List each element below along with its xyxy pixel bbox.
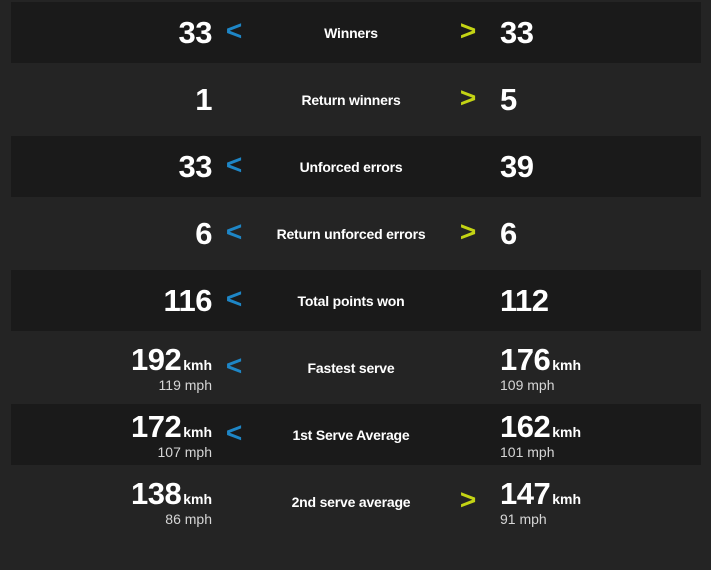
player2-stat-value-block: 147 kmh 91 mph (490, 471, 701, 532)
player2-stat-value: 33 (500, 15, 534, 50)
stat-row: 33 < Unforced errors > 39 (11, 136, 701, 197)
player1-stat-value-block: 6 (11, 203, 212, 264)
player2-stat-value-block: 5 (490, 69, 701, 130)
player1-stat-secondary: 86 mph (165, 510, 212, 527)
player1-stat-unit: kmh (183, 423, 212, 440)
player1-stat-unit: kmh (183, 490, 212, 507)
player1-stat-value: 172 (130, 408, 182, 444)
player2-stat-value-block: 162 kmh 101 mph (490, 404, 701, 465)
player1-stat-value-block: 172 kmh 107 mph (11, 404, 212, 465)
player1-stat-value-block: 192 kmh 119 mph (11, 337, 212, 398)
player2-stat-value: 6 (500, 216, 517, 251)
stat-label: Winners (324, 24, 378, 41)
player2-stat-value-block: 6 (490, 203, 701, 264)
player1-stat-value-block: 138 kmh 86 mph (11, 471, 212, 532)
player1-stat-secondary: 119 mph (158, 376, 212, 393)
stat-row: 192 kmh 119 mph < Fastest serve > 176 km… (11, 337, 701, 398)
stat-label: Total points won (297, 292, 405, 309)
player1-stat-value: 33 (178, 149, 213, 184)
stat-row: 6 < Return unforced errors > 6 (11, 203, 701, 264)
player2-stat-value: 162 (500, 408, 551, 444)
player2-stat-value: 39 (500, 149, 534, 184)
player1-stat-value: 6 (195, 216, 212, 251)
player2-stat-value: 176 (500, 341, 551, 377)
left-chevron-icon: < (225, 15, 243, 46)
player2-stat-value: 147 (500, 475, 551, 511)
stat-label: Return unforced errors (276, 225, 426, 242)
left-chevron-icon: < (225, 216, 243, 247)
player1-stat-value-block: 116 (11, 270, 212, 331)
right-chevron-icon: > (459, 82, 477, 113)
player1-stat-value: 192 (130, 341, 182, 377)
stat-label: Return winners (301, 91, 401, 108)
player2-stat-value-block: 176 kmh 109 mph (490, 337, 701, 398)
stat-label: Fastest serve (307, 359, 395, 376)
stat-row: 1 < Return winners > 5 (11, 69, 701, 130)
player1-stat-value: 116 (163, 283, 212, 318)
left-chevron-icon: < (225, 149, 243, 180)
stat-label: 2nd serve average (291, 493, 411, 510)
player2-stat-secondary: 101 mph (500, 443, 555, 460)
player2-stat-value: 112 (500, 283, 549, 318)
player2-stat-unit: kmh (552, 423, 582, 440)
stat-row: 172 kmh 107 mph < 1st Serve Average > 16… (11, 404, 701, 465)
stat-row: 33 < Winners > 33 (11, 2, 701, 63)
player1-stat-value-block: 33 (11, 2, 213, 63)
right-chevron-icon: > (459, 216, 477, 247)
player2-stat-value-block: 39 (490, 136, 701, 197)
stats-comparison-panel: 33 < Winners > 33 1 < Return winners > (11, 2, 701, 532)
stat-row: 116 < Total points won > 112 (11, 270, 701, 331)
left-chevron-icon: < (225, 350, 243, 381)
player1-stat-secondary: 107 mph (157, 443, 212, 460)
stat-row: 138 kmh 86 mph < 2nd serve average > 147… (11, 471, 701, 532)
player2-stat-secondary: 91 mph (500, 510, 547, 527)
player2-stat-value-block: 33 (490, 2, 701, 63)
player2-stat-unit: kmh (552, 490, 582, 507)
left-chevron-icon: < (225, 283, 243, 314)
left-chevron-icon: < (225, 417, 243, 448)
player1-stat-unit: kmh (183, 356, 212, 373)
player2-stat-unit: kmh (552, 356, 582, 373)
right-chevron-icon: > (459, 484, 477, 515)
player2-stat-value: 5 (500, 82, 517, 117)
player1-stat-value: 33 (178, 15, 213, 50)
player1-stat-value: 1 (195, 82, 212, 117)
player2-stat-secondary: 109 mph (500, 376, 555, 393)
player2-stat-value-block: 112 (490, 270, 701, 331)
right-chevron-icon: > (459, 15, 477, 46)
player1-stat-value-block: 33 (11, 136, 213, 197)
stat-label: Unforced errors (299, 158, 403, 175)
player1-stat-value-block: 1 (11, 69, 212, 130)
player1-stat-value: 138 (130, 475, 182, 511)
stat-label: 1st Serve Average (292, 426, 410, 443)
